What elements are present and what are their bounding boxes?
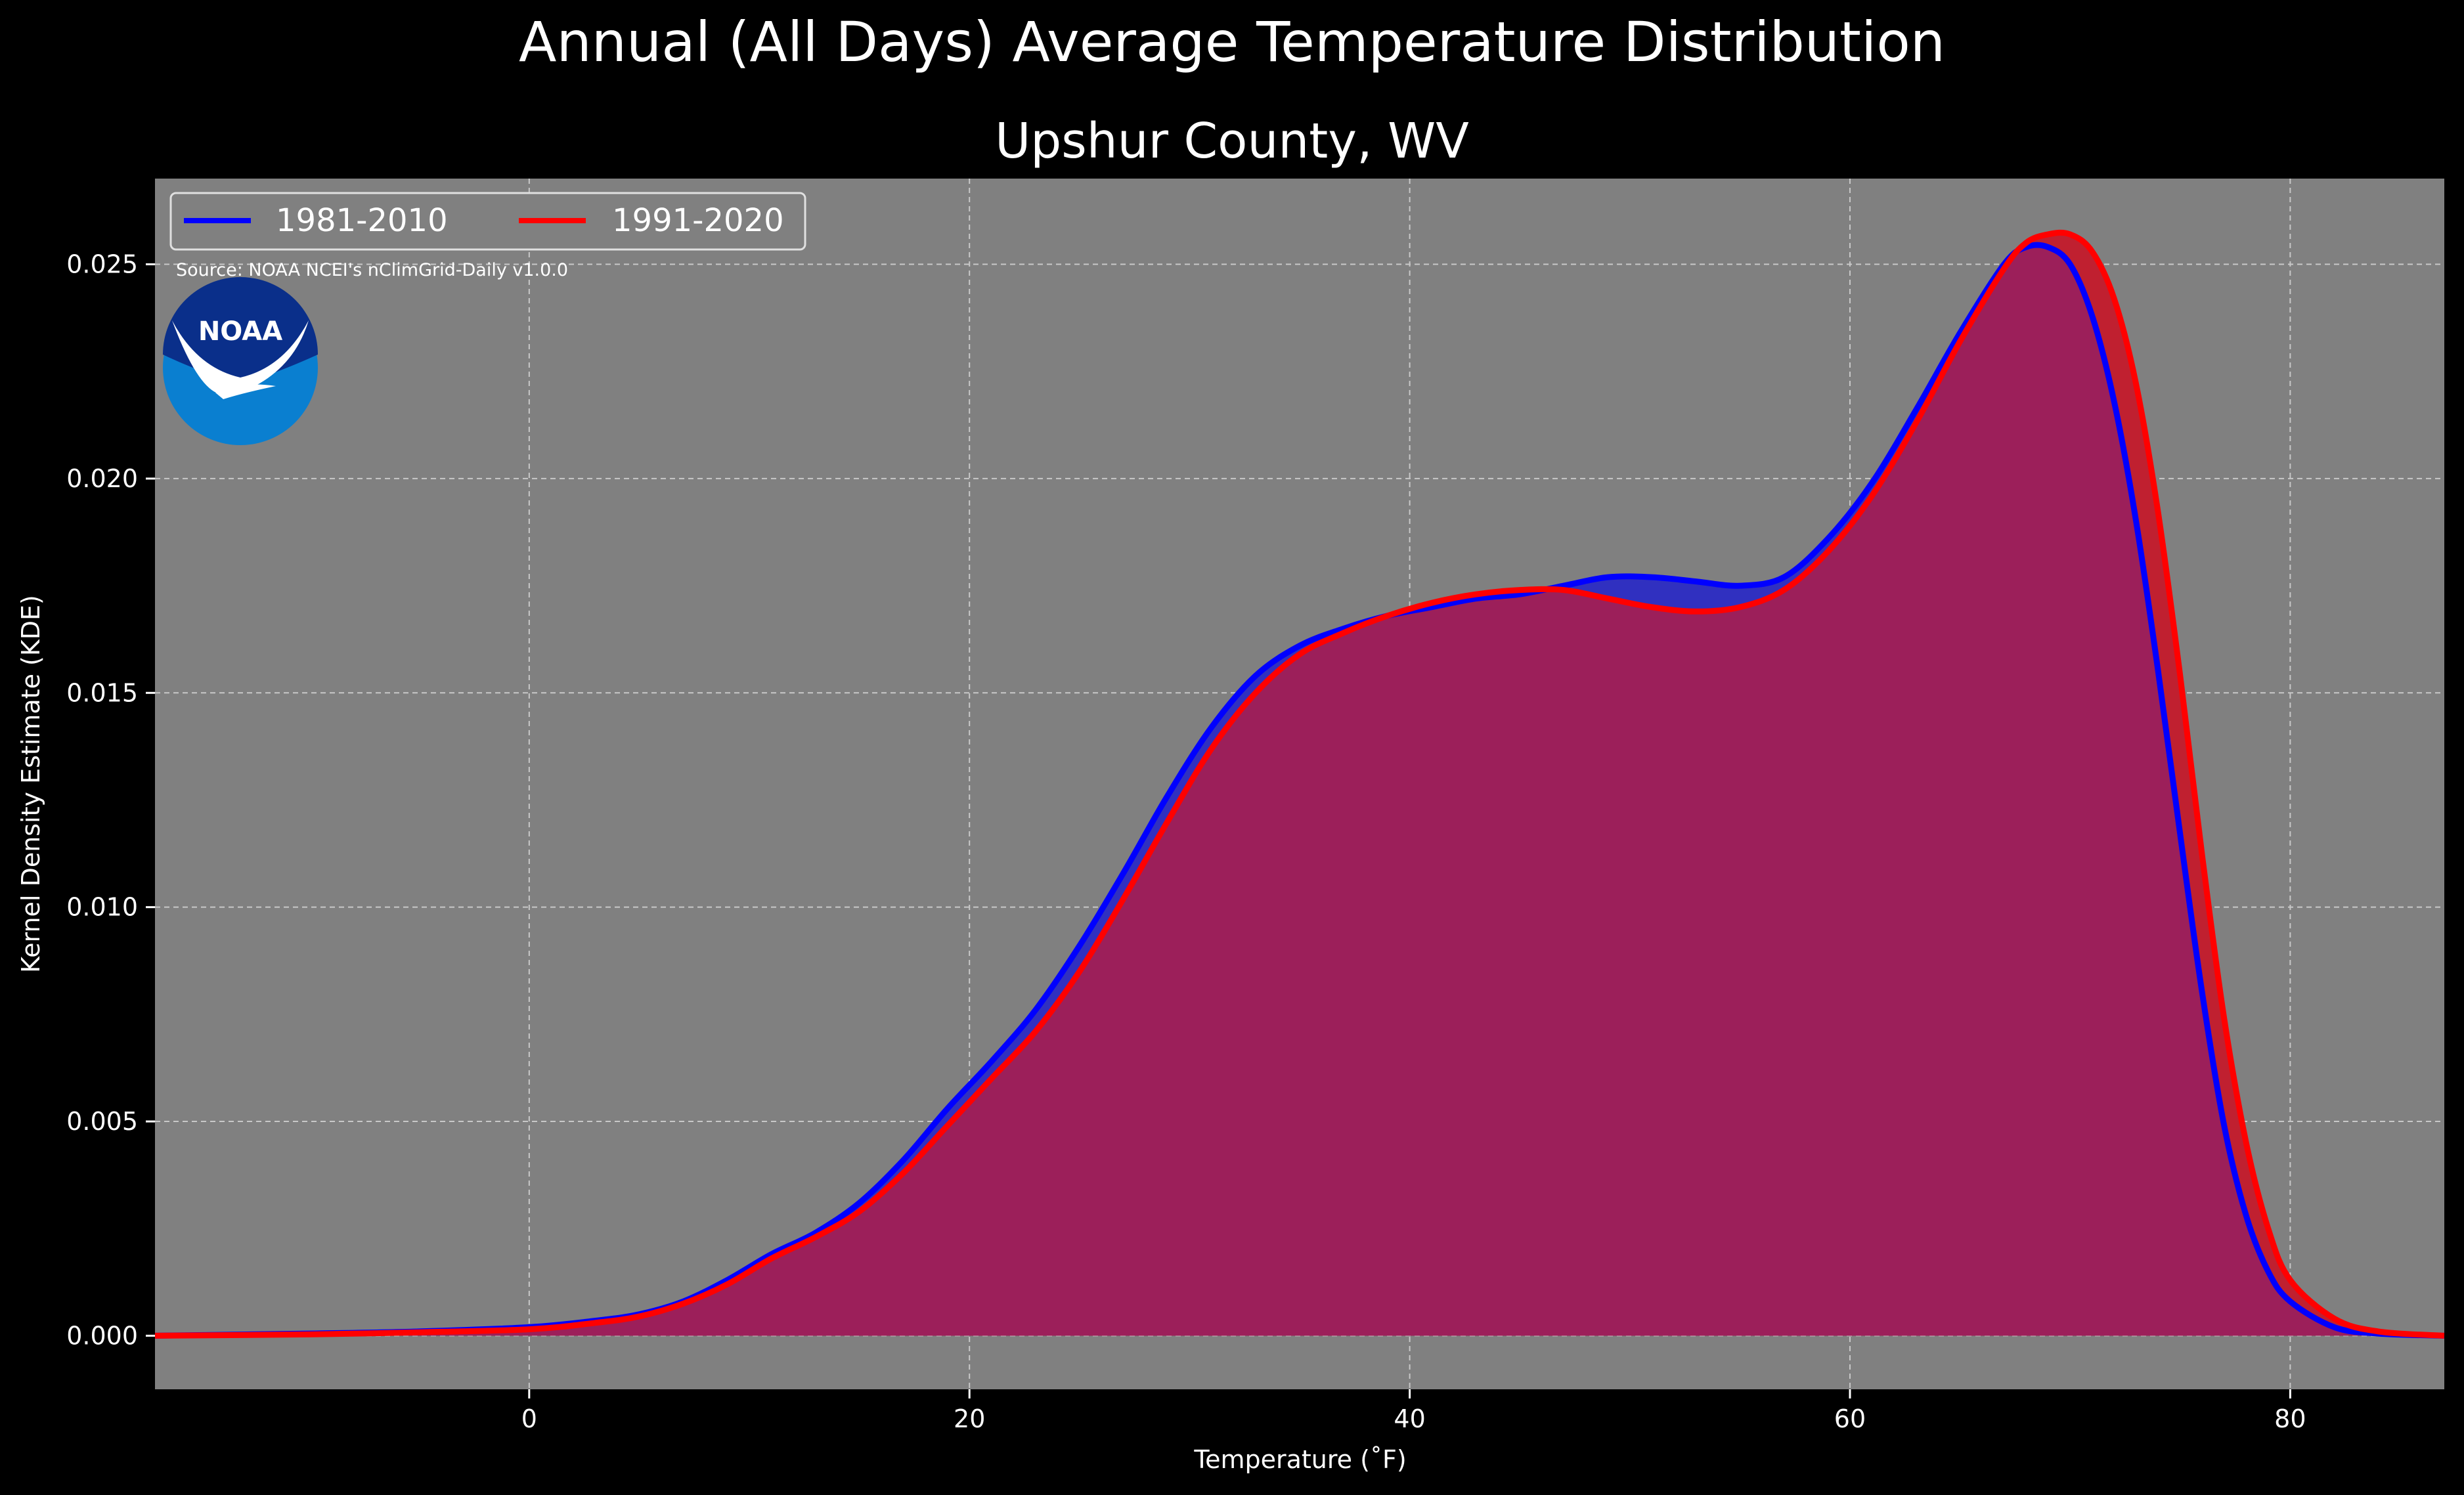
y-axis-ticks: 0.000 0.005 0.010 0.015 0.020 0.025 (66, 250, 155, 1350)
x-tick-label: 20 (954, 1404, 985, 1433)
x-axis-ticks: 0 20 40 60 80 (521, 1389, 2306, 1433)
y-tick-label: 0.020 (66, 464, 138, 493)
x-tick-label: 80 (2274, 1404, 2306, 1433)
density-fills (155, 232, 2444, 1336)
noaa-logo-icon: NOAA (163, 277, 318, 445)
legend-label-1981-2010: 1981-2010 (276, 202, 448, 239)
source-note: Source: NOAA NCEI's nClimGrid-Daily v1.0… (176, 260, 568, 280)
chart-title: Upshur County, WV (995, 113, 1469, 169)
line-1981-2010 (155, 242, 2444, 1339)
y-tick-label: 0.015 (66, 678, 138, 707)
y-tick-label: 0.025 (66, 250, 138, 279)
x-axis-label: Temperature (˚F) (1193, 1445, 1406, 1474)
legend: 1981-2010 1991-2020 (169, 192, 806, 251)
y-tick-label: 0.005 (66, 1107, 138, 1136)
x-tick-label: 0 (521, 1404, 537, 1433)
x-tick-label: 40 (1394, 1404, 1425, 1433)
legend-label-1991-2020: 1991-2020 (612, 202, 784, 239)
fill-overlap (155, 245, 2444, 1336)
y-tick-label: 0.010 (66, 893, 138, 922)
logo-text: NOAA (198, 316, 282, 347)
line-1991-2020 (155, 229, 2444, 1339)
legend-box (169, 192, 806, 251)
y-axis-label: Kernel Density Estimate (KDE) (16, 595, 45, 973)
y-tick-label: 0.000 (66, 1321, 138, 1350)
figure-suptitle: Annual (All Days) Average Temperature Di… (519, 10, 1945, 74)
x-tick-label: 60 (1834, 1404, 1866, 1433)
